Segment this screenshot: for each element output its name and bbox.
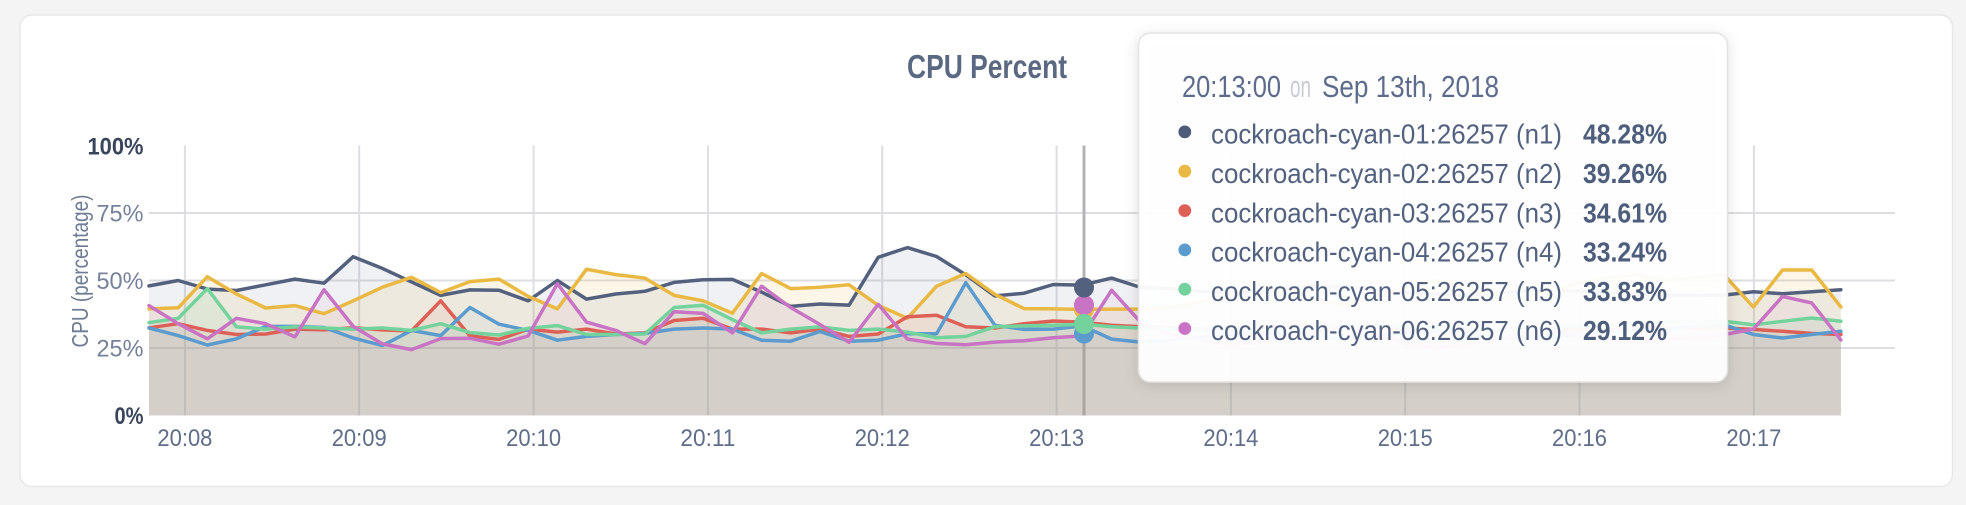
svg-text:cockroach-cyan-01:26257 (n1): cockroach-cyan-01:26257 (n1) — [1211, 119, 1562, 150]
svg-text:20:13:00: 20:13:00 — [1182, 69, 1281, 104]
svg-text:cockroach-cyan-02:26257 (n2): cockroach-cyan-02:26257 (n2) — [1211, 158, 1562, 189]
svg-text:33.24%: 33.24% — [1583, 237, 1667, 268]
svg-text:20:16: 20:16 — [1552, 425, 1607, 452]
svg-text:20:13: 20:13 — [1029, 425, 1084, 452]
svg-text:on: on — [1290, 69, 1311, 104]
svg-text:cockroach-cyan-04:26257 (n4): cockroach-cyan-04:26257 (n4) — [1211, 237, 1562, 268]
svg-text:20:17: 20:17 — [1726, 425, 1781, 452]
svg-text:20:09: 20:09 — [332, 425, 387, 452]
svg-text:20:11: 20:11 — [680, 425, 735, 452]
svg-text:CPU (percentage): CPU (percentage) — [67, 195, 93, 348]
svg-text:39.26%: 39.26% — [1583, 158, 1667, 189]
svg-text:33.83%: 33.83% — [1583, 276, 1667, 307]
svg-text:20:10: 20:10 — [506, 425, 561, 452]
svg-text:Sep 13th, 2018: Sep 13th, 2018 — [1322, 69, 1499, 104]
svg-text:29.12%: 29.12% — [1583, 315, 1667, 346]
svg-text:20:12: 20:12 — [855, 425, 910, 452]
svg-text:48.28%: 48.28% — [1583, 119, 1667, 150]
svg-text:0%: 0% — [115, 403, 144, 430]
svg-text:cockroach-cyan-05:26257 (n5): cockroach-cyan-05:26257 (n5) — [1211, 276, 1562, 307]
svg-text:20:15: 20:15 — [1378, 425, 1433, 452]
svg-text:25%: 25% — [97, 336, 144, 363]
svg-text:34.61%: 34.61% — [1583, 197, 1667, 228]
svg-text:20:08: 20:08 — [157, 425, 212, 452]
svg-text:20:14: 20:14 — [1203, 425, 1258, 452]
svg-text:50%: 50% — [97, 268, 144, 295]
svg-text:cockroach-cyan-03:26257 (n3): cockroach-cyan-03:26257 (n3) — [1211, 197, 1562, 228]
svg-text:CPU Percent: CPU Percent — [907, 48, 1067, 85]
svg-text:100%: 100% — [88, 134, 144, 161]
svg-text:75%: 75% — [97, 201, 144, 228]
svg-text:cockroach-cyan-06:26257 (n6): cockroach-cyan-06:26257 (n6) — [1211, 315, 1562, 346]
